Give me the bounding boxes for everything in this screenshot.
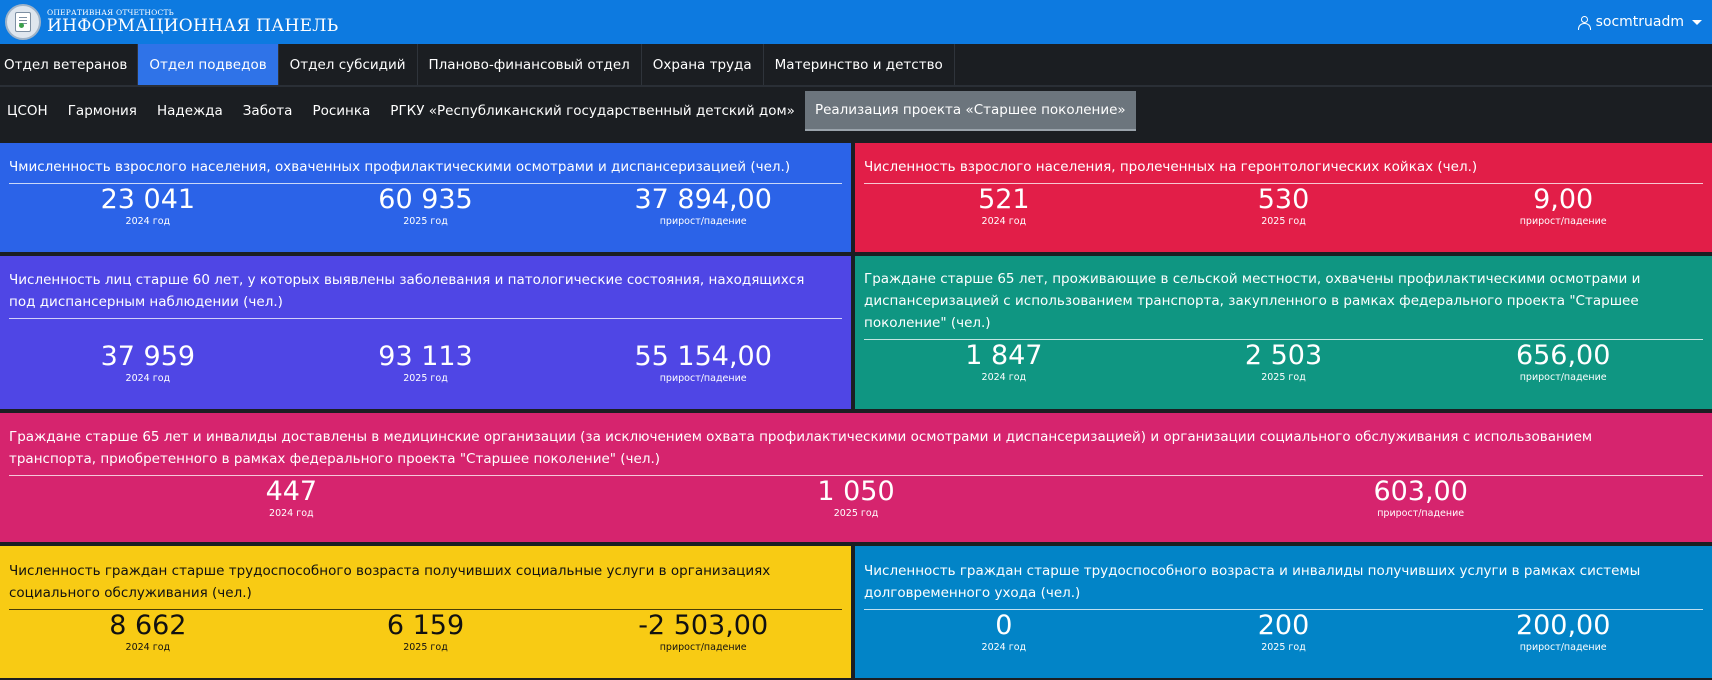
user-menu[interactable]: socmtruadm xyxy=(1577,14,1702,30)
panel-stats: 521 2024 год 530 2025 год 9,00 прирост/паде… xyxy=(864,184,1703,227)
label-2024: 2024 год xyxy=(125,216,171,227)
brand-subtitle: ОПЕРАТИВНАЯ ОТЧЕТНОСТЬ xyxy=(47,8,174,18)
value-2024: 1 847 xyxy=(965,340,1043,371)
value-change: 37 894,00 xyxy=(634,184,772,215)
label-change: прирост/падение xyxy=(659,642,747,653)
tab-finance[interactable]: Планово-финансовый отдел xyxy=(418,44,642,85)
indicator-panel: Численность граждан старше трудоспособно… xyxy=(855,546,1712,678)
label-2024: 2024 год xyxy=(269,508,314,519)
brand-title: ИНФОРМАЦИОННАЯ ПАНЕЛЬ xyxy=(47,15,339,36)
label-2024: 2024 год xyxy=(125,642,171,653)
panel-stats: 447 2024 год 1 050 2025 год 603,00 прирост/… xyxy=(9,476,1703,519)
brand[interactable]: ОПЕРАТИВНАЯ ОТЧЕТНОСТЬ ИНФОРМАЦИОННАЯ ПА… xyxy=(5,4,339,40)
label-2025: 2025 год xyxy=(403,216,448,227)
label-2025: 2025 год xyxy=(833,508,879,519)
user-icon xyxy=(1577,15,1591,30)
panel-title: Численность лиц старше 60 лет, у которых… xyxy=(9,256,842,319)
label-2024: 2024 год xyxy=(125,373,171,384)
indicator-panel: Численность граждан старше трудоспособно… xyxy=(0,546,851,678)
label-change: прирост/падение xyxy=(1519,216,1607,227)
panel-stats: 1 847 2024 год 2 503 2025 год 656,00 прирос… xyxy=(864,340,1703,383)
value-change: 55 154,00 xyxy=(634,341,772,372)
label-change: прирост/падение xyxy=(659,216,747,227)
subtab-orphanage[interactable]: РГКУ «Республиканский государственный де… xyxy=(390,103,795,119)
secondary-nav: ЦСОН Гармония Надежда Забота Росинка РГК… xyxy=(0,87,1712,131)
tab-veterans[interactable]: Отдел ветеранов xyxy=(0,44,139,85)
value-change: 200,00 xyxy=(1515,610,1611,641)
chevron-down-icon xyxy=(1692,19,1702,25)
value-2025: 6 159 xyxy=(386,610,465,641)
tab-subsidies[interactable]: Отдел субсидий xyxy=(279,44,418,85)
subtab-cson[interactable]: ЦСОН xyxy=(7,103,48,119)
panel-stats: 23 041 2024 год 60 935 2025 год 37 894,00 п… xyxy=(9,184,842,227)
indicator-panel: Чмисленность взрослого населения, охваче… xyxy=(0,143,851,252)
label-change: прирост/падение xyxy=(659,373,747,384)
indicator-panel: Граждане старше 65 лет и инвалиды достав… xyxy=(0,413,1712,542)
label-change: прирост/падение xyxy=(1519,372,1607,383)
label-change: прирост/падение xyxy=(1519,642,1607,653)
value-2025: 200 xyxy=(1257,610,1310,641)
panel-title: Граждане старше 65 лет, проживающие в се… xyxy=(864,256,1703,340)
subtab-garmoniya[interactable]: Гармония xyxy=(67,103,137,119)
label-2024: 2024 год xyxy=(981,372,1027,383)
value-change: 603,00 xyxy=(1373,476,1468,507)
label-2025: 2025 год xyxy=(403,642,448,653)
label-2025: 2025 год xyxy=(403,373,448,384)
label-2024: 2024 год xyxy=(981,216,1027,227)
tab-labor-safety[interactable]: Охрана труда xyxy=(642,44,764,85)
indicator-panel: Граждане старше 65 лет, проживающие в се… xyxy=(855,256,1712,409)
subtab-older-generation[interactable]: Реализация проекта «Старшее поколение» xyxy=(804,91,1136,131)
subtab-zabota[interactable]: Забота xyxy=(242,103,293,119)
label-2024: 2024 год xyxy=(981,642,1027,653)
value-2025: 2 503 xyxy=(1244,340,1323,371)
panel-stats: 8 662 2024 год 6 159 2025 год -2 503,00 при… xyxy=(9,610,842,653)
panel-title: Чмисленность взрослого населения, охваче… xyxy=(9,143,842,184)
subtab-nadezhda[interactable]: Надежда xyxy=(156,103,223,119)
tab-maternity[interactable]: Материнство и детство xyxy=(764,44,955,85)
label-2025: 2025 год xyxy=(1261,642,1306,653)
panel-stats: 37 959 2024 год 93 113 2025 год 55 154,00 п… xyxy=(9,341,842,384)
value-2024: 447 xyxy=(265,476,318,507)
value-2024: 37 959 xyxy=(100,341,196,372)
indicator-panel: Численность лиц старше 60 лет, у которых… xyxy=(0,256,851,409)
value-2025: 60 935 xyxy=(378,184,473,215)
value-2025: 93 113 xyxy=(378,341,473,372)
subtab-rosinka[interactable]: Росинка xyxy=(312,103,371,119)
tab-subordinates[interactable]: Отдел подведов xyxy=(138,44,279,85)
value-2024: 521 xyxy=(978,184,1030,215)
panel-title: Численность граждан старше трудоспособно… xyxy=(864,546,1703,610)
panel-stats: 0 2024 год 200 2025 год 200,00 прирост/паде… xyxy=(864,610,1703,653)
top-bar: ОПЕРАТИВНАЯ ОТЧЕТНОСТЬ ИНФОРМАЦИОННАЯ ПА… xyxy=(0,0,1712,44)
username: socmtruadm xyxy=(1595,14,1684,30)
label-2025: 2025 год xyxy=(1261,216,1306,227)
value-2025: 1 050 xyxy=(817,476,895,507)
panel-title: Численность взрослого населения, пролече… xyxy=(864,143,1703,184)
value-2024: 23 041 xyxy=(100,184,196,215)
panel-title: Граждане старше 65 лет и инвалиды достав… xyxy=(9,413,1703,476)
value-change: -2 503,00 xyxy=(638,610,769,641)
value-change: 9,00 xyxy=(1533,184,1594,215)
value-change: 656,00 xyxy=(1515,340,1611,371)
panel-title: Численность граждан старше трудоспособно… xyxy=(9,546,842,610)
primary-nav: Отдел ветеранов Отдел подведов Отдел суб… xyxy=(0,44,1712,87)
indicator-panel: Численность взрослого населения, пролече… xyxy=(855,143,1712,252)
value-2025: 530 xyxy=(1257,184,1310,215)
value-2024: 8 662 xyxy=(109,610,187,641)
label-change: прирост/падение xyxy=(1377,508,1465,519)
label-2025: 2025 год xyxy=(1261,372,1306,383)
logo-icon xyxy=(5,4,41,40)
value-2024: 0 xyxy=(995,610,1013,641)
